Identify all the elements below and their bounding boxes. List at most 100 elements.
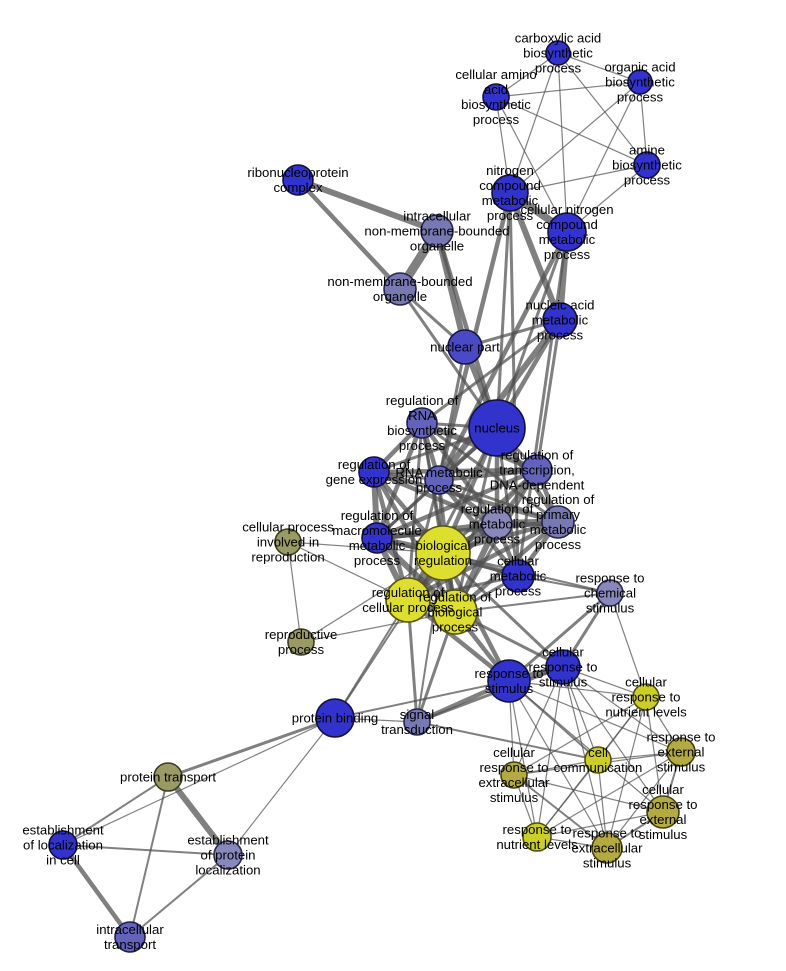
edge-response_stimulus--response_nutrient: [508, 680, 538, 838]
edge-reg_primary--reg_cellular: [405, 519, 561, 603]
edge-reg_gene_expr--reg_primary: [371, 469, 561, 525]
edge-nitrogen_compound--nucleus: [495, 191, 512, 430]
edge-cellular_response_stim--signal_transduction: [415, 665, 565, 724]
edge-nitrogen_compound--nucleic_acid: [507, 190, 563, 323]
node-rna_metabolic[interactable]: [424, 465, 454, 495]
node-amine_bio[interactable]: [633, 151, 661, 179]
node-biological_regulation[interactable]: [415, 525, 471, 581]
node-cellular_process_repro[interactable]: [274, 528, 302, 556]
edge-protein_transport--intracellular_transport: [129, 776, 169, 938]
node-response_extracell[interactable]: [591, 832, 623, 864]
edge-organic_acid_bio--cellular_amino_bio: [495, 81, 641, 98]
edge-cell_communication--response_nutrient: [536, 759, 599, 838]
edge-carboxylic_acid_bio--amine_bio: [557, 52, 648, 166]
node-response_chemical[interactable]: [596, 579, 624, 607]
node-reg_rna_bio[interactable]: [406, 407, 438, 439]
node-reg_transcription[interactable]: [521, 454, 553, 486]
node-protein_transport[interactable]: [153, 762, 183, 792]
node-response_nutrient[interactable]: [522, 822, 552, 852]
edge-response_stimulus--response_chemical: [507, 591, 612, 683]
edge-response_chemical--cellular_response_nutrient: [609, 592, 647, 698]
edge-cellular_response_stim--response_external: [562, 666, 682, 753]
node-cellular_response_extracell[interactable]: [500, 761, 528, 789]
edge-ribonucleoprotein--intracellular_nmbo: [295, 177, 440, 234]
node-cellular_nitrogen[interactable]: [547, 212, 587, 252]
node-carboxylic_acid_bio[interactable]: [545, 40, 571, 66]
node-signal_transduction[interactable]: [403, 708, 431, 736]
node-nitrogen_compound[interactable]: [491, 174, 529, 212]
node-est_loc_cell[interactable]: [48, 830, 78, 860]
edge-carboxylic_acid_bio--cellular_nitrogen: [557, 52, 568, 233]
node-cellular_response_external[interactable]: [646, 795, 680, 829]
edge-cellular_process_repro--reproductive_process: [287, 541, 302, 643]
edge-reg_transcription--rna_metabolic: [436, 467, 540, 483]
node-reg_gene_expr[interactable]: [358, 456, 390, 488]
node-ribonucleoprotein[interactable]: [282, 164, 314, 196]
edge-cellular_response_external--cellular_response_extracell: [513, 774, 664, 813]
node-response_external[interactable]: [666, 737, 696, 767]
node-nmbo[interactable]: [383, 272, 417, 306]
edge-cellular_response_stim--cellular_response_extracell: [513, 666, 564, 776]
edge-cellular_response_nutrient--response_extracell: [606, 696, 647, 849]
node-reg_biological[interactable]: [432, 589, 478, 635]
edge-carboxylic_acid_bio--organic_acid_bio: [557, 52, 641, 83]
node-reg_cellular[interactable]: [385, 577, 431, 623]
node-cellular_metabolic[interactable]: [501, 559, 535, 593]
edge-nucleic_acid--reg_transcription: [535, 318, 562, 472]
node-cellular_response_nutrient[interactable]: [632, 683, 660, 711]
edge-signal_transduction--biological_regulation: [416, 552, 444, 723]
edge-response_external--response_nutrient: [536, 751, 682, 838]
node-intracellular_nmbo[interactable]: [420, 214, 454, 248]
edge-reg_gene_expr--reg_biological: [371, 469, 458, 615]
edge-cellular_response_external--response_nutrient: [536, 811, 664, 838]
node-reproductive_process[interactable]: [287, 628, 315, 656]
edges-layer: [60, 52, 682, 940]
edge-reg_rna_bio--reg_metabolic: [419, 420, 500, 527]
edge-protein_transport--est_loc_cell: [62, 776, 169, 846]
edge-cellular_nitrogen--cellular_metabolic: [516, 230, 569, 578]
edge-reproductive_process--biological_regulation: [300, 552, 444, 643]
edge-ribonucleoprotein--nmbo: [295, 177, 403, 292]
edge-reg_transcription--reg_gene_expr: [371, 467, 540, 475]
edge-protein_binding--biological_regulation: [334, 552, 444, 719]
edge-protein_binding--est_protein_loc: [227, 717, 336, 856]
node-organic_acid_bio[interactable]: [627, 69, 653, 95]
edge-protein_binding--response_stimulus: [334, 680, 510, 719]
nodes-layer: [48, 40, 696, 953]
labels-layer: carboxylic acid biosynthetic process organi…: [22, 31, 715, 953]
node-nucleus[interactable]: [468, 399, 526, 457]
edge-cell_communication--signal_transduction: [416, 721, 599, 761]
node-nuclear_part[interactable]: [447, 329, 483, 365]
node-response_stimulus[interactable]: [487, 659, 531, 703]
edge-reproductive_process--reg_biological: [300, 611, 456, 643]
node-reg_primary[interactable]: [541, 505, 575, 539]
edge-nucleus--reg_biological: [453, 426, 499, 614]
edge-protein_binding--est_loc_cell: [62, 717, 336, 846]
edge-response_external--response_extracell: [606, 751, 682, 849]
edge-organic_acid_bio--nitrogen_compound: [509, 81, 641, 194]
edge-amine_bio--nitrogen_compound: [509, 164, 648, 194]
edge-response_chemical--reg_biological: [454, 592, 611, 613]
node-cellular_response_stim[interactable]: [545, 649, 581, 685]
edge-est_loc_cell--est_protein_loc: [62, 844, 229, 856]
node-protein_binding[interactable]: [315, 698, 355, 738]
edge-cellular_nitrogen--nucleus: [495, 230, 569, 430]
edge-response_stimulus--cellular_response_external: [508, 680, 664, 813]
node-cell_communication[interactable]: [584, 746, 612, 774]
node-reg_macromolecule[interactable]: [361, 522, 393, 554]
edge-organic_acid_bio--cellular_nitrogen: [566, 81, 641, 233]
node-nucleic_acid[interactable]: [542, 302, 578, 338]
edge-est_loc_cell--intracellular_transport: [60, 842, 133, 940]
node-intracellular_transport[interactable]: [114, 921, 146, 953]
node-reg_metabolic[interactable]: [481, 508, 513, 540]
edge-est_protein_loc--intracellular_transport: [129, 854, 229, 938]
node-cellular_amino_bio[interactable]: [482, 83, 510, 111]
edge-cellular_amino_bio--amine_bio: [495, 96, 648, 166]
edge-nuclear_part--rna_metabolic: [437, 345, 467, 482]
edge-response_extracell--cellular_response_extracell: [513, 774, 608, 849]
node-est_protein_loc[interactable]: [213, 840, 243, 870]
edge-cellular_response_nutrient--cellular_response_extracell: [513, 696, 647, 776]
edge-nucleic_acid--reg_rna_bio: [420, 318, 562, 425]
